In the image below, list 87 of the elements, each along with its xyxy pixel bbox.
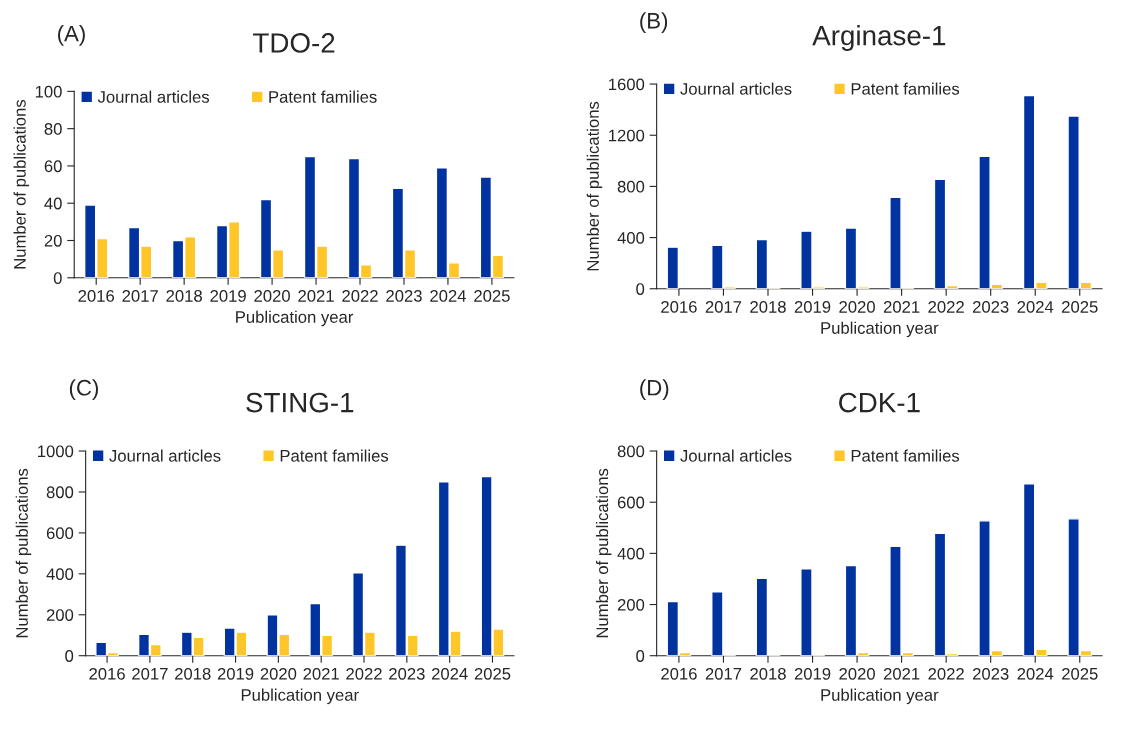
chart-title: CDK-1 bbox=[839, 392, 920, 413]
y-tick-label: 60 bbox=[44, 160, 62, 173]
x-tick-label: 2022 bbox=[928, 667, 964, 680]
x-tick-label: 2021 bbox=[883, 300, 920, 313]
legend-label: Journal articles bbox=[680, 82, 792, 95]
x-tick-label: 2021 bbox=[883, 667, 920, 680]
x-tick-label: 2020 bbox=[839, 300, 875, 313]
y-axis-title: Number of publications bbox=[586, 101, 603, 271]
y-tick-label: 600 bbox=[617, 496, 645, 509]
x-tick-label: 2020 bbox=[839, 667, 875, 680]
x-tick-label: 2024 bbox=[430, 290, 466, 302]
legend-label: Journal articles bbox=[109, 449, 221, 462]
y-tick-label: 800 bbox=[617, 180, 645, 193]
x-tick-label: 2016 bbox=[661, 667, 697, 680]
chart-title: STING-1 bbox=[246, 392, 354, 413]
x-tick-label: 2017 bbox=[122, 290, 158, 302]
text: (C) bbox=[69, 379, 98, 400]
y-axis-title: Number of publications bbox=[595, 468, 612, 638]
y-tick-label: 0 bbox=[53, 272, 62, 284]
y-tick-label: 100 bbox=[35, 85, 62, 98]
x-tick-label: 2019 bbox=[794, 667, 831, 680]
x-tick-label: 2016 bbox=[78, 290, 115, 302]
x-tick-label: 2024 bbox=[1017, 667, 1054, 680]
y-tick-label: 800 bbox=[46, 486, 74, 499]
y-tick-label: 0 bbox=[65, 650, 74, 662]
y-tick-label: 200 bbox=[46, 609, 74, 621]
x-tick-label: 2023 bbox=[386, 290, 422, 302]
x-tick-label: 2018 bbox=[750, 300, 786, 313]
x-tick-label: 2019 bbox=[210, 290, 246, 302]
legend-label: Patent families bbox=[851, 82, 960, 95]
y-axis-title: Number of publications bbox=[13, 99, 30, 269]
y-tick-label: 80 bbox=[44, 123, 62, 135]
x-tick-label: 2017 bbox=[705, 300, 742, 313]
x-tick-label: 2023 bbox=[972, 300, 1009, 313]
x-tick-label: 2018 bbox=[750, 667, 786, 680]
x-axis-title: Publication year bbox=[821, 321, 939, 338]
x-tick-label: 2025 bbox=[1062, 667, 1098, 680]
y-tick-label: 800 bbox=[617, 445, 645, 458]
x-tick-label: 2020 bbox=[260, 667, 297, 680]
x-axis-title: Publication year bbox=[236, 310, 354, 327]
x-axis-title: Publication year bbox=[241, 688, 359, 705]
y-tick-label: 20 bbox=[44, 234, 62, 247]
text: (B) bbox=[640, 12, 668, 34]
y-tick-label: 600 bbox=[46, 527, 74, 540]
x-tick-label: 2019 bbox=[794, 300, 831, 313]
legend-label: Patent families bbox=[280, 449, 389, 462]
legend-label: Patent families bbox=[851, 449, 960, 462]
x-tick-label: 2017 bbox=[132, 667, 168, 680]
y-tick-label: 40 bbox=[44, 197, 62, 210]
x-tick-label: 2025 bbox=[474, 290, 510, 302]
x-tick-label: 2022 bbox=[346, 667, 382, 680]
y-tick-label: 1600 bbox=[609, 78, 645, 91]
x-tick-label: 2025 bbox=[474, 667, 511, 680]
y-tick-label: 1000 bbox=[38, 445, 74, 458]
x-tick-label: 2018 bbox=[175, 667, 211, 680]
y-tick-label: 1200 bbox=[609, 129, 645, 142]
legend-label: Journal articles bbox=[97, 90, 210, 103]
x-tick-label: 2024 bbox=[1017, 300, 1054, 313]
x-tick-label: 2019 bbox=[217, 667, 254, 680]
y-tick-label: 200 bbox=[617, 598, 645, 611]
chart-title: Arginase-1 bbox=[812, 25, 946, 51]
x-tick-label: 2023 bbox=[972, 667, 1009, 680]
x-tick-label: 2016 bbox=[661, 300, 697, 313]
y-tick-label: 400 bbox=[46, 568, 74, 581]
x-tick-label: 2021 bbox=[303, 667, 339, 680]
y-tick-label: 400 bbox=[617, 231, 645, 244]
x-tick-label: 2016 bbox=[89, 667, 125, 680]
x-axis-title: Publication year bbox=[821, 688, 939, 705]
x-tick-label: 2024 bbox=[431, 667, 468, 680]
x-tick-label: 2021 bbox=[298, 290, 334, 302]
x-tick-label: 2022 bbox=[342, 290, 378, 302]
x-tick-label: 2023 bbox=[389, 667, 425, 680]
y-tick-label: 0 bbox=[636, 283, 645, 295]
y-tick-label: 400 bbox=[617, 547, 645, 560]
chart-title: TDO-2 bbox=[253, 33, 335, 53]
legend-label: Patent families bbox=[269, 90, 377, 103]
x-tick-label: 2025 bbox=[1062, 300, 1098, 313]
text: (D) bbox=[640, 379, 669, 400]
x-tick-label: 2017 bbox=[705, 667, 742, 680]
x-tick-label: 2020 bbox=[254, 290, 290, 302]
bar bbox=[666, 246, 680, 289]
x-tick-label: 2018 bbox=[166, 290, 202, 302]
x-tick-label: 2022 bbox=[928, 300, 964, 313]
y-tick-label: 0 bbox=[636, 650, 645, 662]
text: (A) bbox=[58, 25, 85, 46]
legend-label: Journal articles bbox=[680, 449, 792, 462]
y-axis-title: Number of publications bbox=[15, 468, 32, 638]
